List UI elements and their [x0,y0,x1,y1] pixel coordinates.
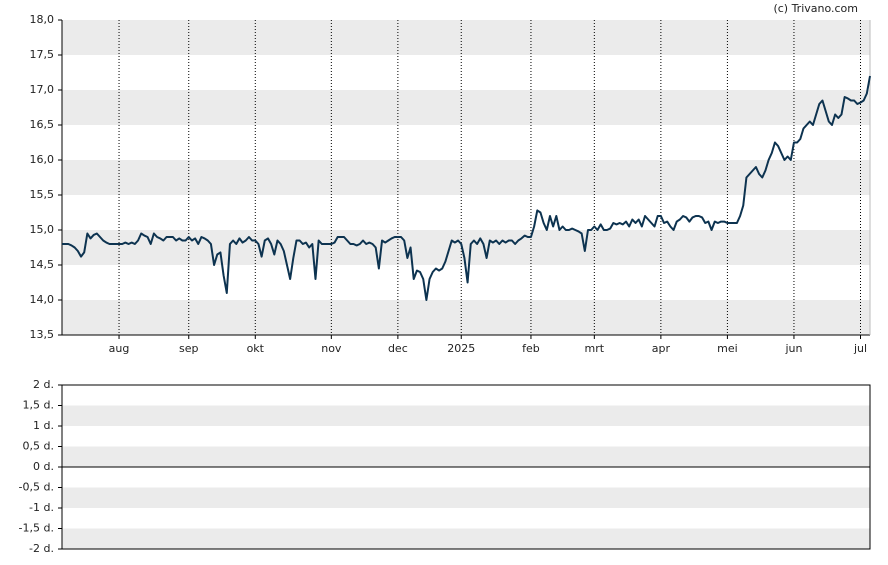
grid-band [62,405,870,426]
y-tick-label: 18,0 [30,13,55,26]
y-tick-label: -2 d. [29,542,54,555]
x-tick-label: apr [652,342,671,355]
grid-band [62,487,870,508]
x-tick-label: feb [522,342,540,355]
grid-band [62,160,870,195]
y-tick-label: 15,5 [30,188,55,201]
x-tick-label: dec [388,342,408,355]
x-tick-label: mei [717,342,738,355]
y-tick-label: -1 d. [29,501,54,514]
grid-band [62,446,870,467]
plot-frame [61,384,871,550]
source: (c) Trivano.com [773,2,858,15]
y-tick-label: 1,5 d. [23,399,54,412]
x-tick-label: nov [321,342,342,355]
y-tick-label: 14,5 [30,258,55,271]
y-tick-label: 14,0 [30,293,55,306]
y-tick-label: 1 d. [33,419,54,432]
y-tick-label: 16,5 [30,118,55,131]
y-tick-label: 16,0 [30,153,55,166]
price-line [62,75,871,301]
y-tick-label: 13,5 [30,328,55,341]
grid-band [62,20,870,55]
y-tick-label: 15,0 [30,223,55,236]
x-tick-label: aug [109,342,130,355]
x-tick-label: sep [179,342,198,355]
grid-band [62,300,870,335]
y-tick-label: -0,5 d. [19,481,54,494]
grid-band [62,230,870,265]
x-tick-label: okt [247,342,265,355]
y-tick-label: 17,0 [30,83,55,96]
x-tick-label: jun [784,342,802,355]
y-tick-label: 2 d. [33,378,54,391]
y-tick-label: 17,5 [30,48,55,61]
y-tick-label: -1,5 d. [19,522,54,535]
y-tick-label: 0 d. [33,460,54,473]
x-tick-label: 2025 [447,342,475,355]
grid-band [62,528,870,549]
x-tick-label: mrt [585,342,605,355]
grid-band [62,90,870,125]
y-tick-label: 0,5 d. [23,440,54,453]
x-tick-label: jul [853,342,867,355]
